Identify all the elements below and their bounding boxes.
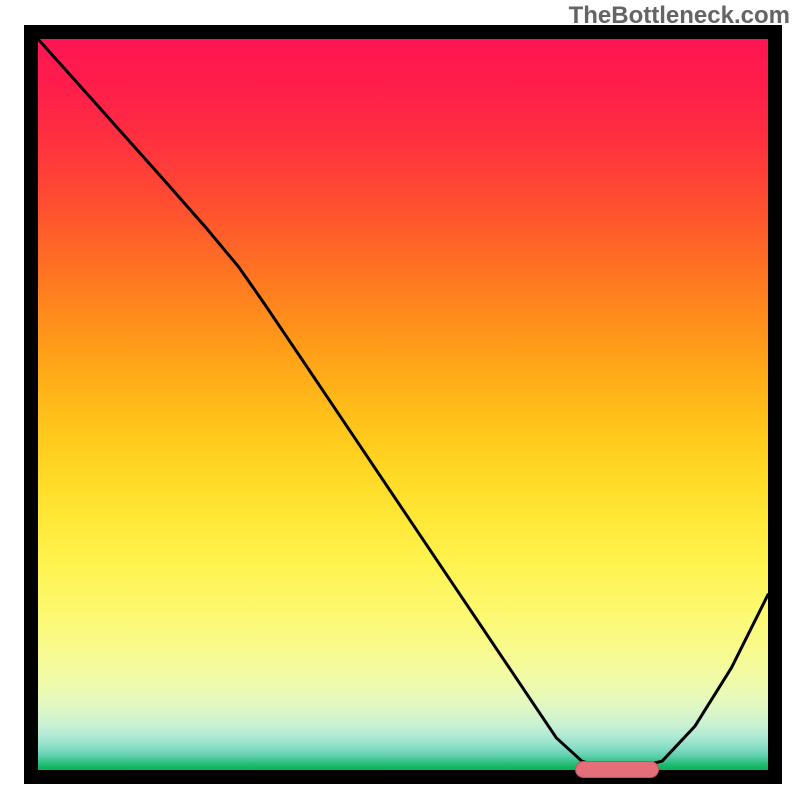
plot-frame bbox=[24, 770, 782, 784]
optimal-range-indicator bbox=[575, 761, 659, 778]
plot-frame bbox=[768, 25, 782, 784]
watermark: TheBottleneck.com bbox=[569, 2, 790, 30]
plot-area bbox=[38, 39, 768, 770]
plot-frame bbox=[24, 25, 38, 784]
bottleneck-curve bbox=[38, 39, 768, 770]
